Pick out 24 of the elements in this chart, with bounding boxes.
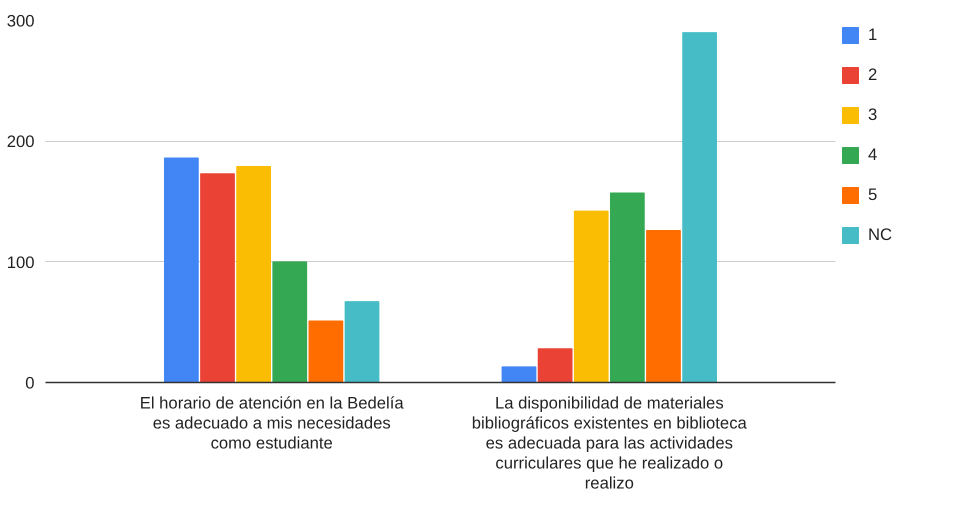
bar: [682, 32, 717, 382]
bar: [344, 301, 380, 382]
legend-label: 3: [868, 105, 878, 125]
y-tick-label: 200: [6, 132, 35, 152]
bar: [610, 192, 645, 382]
x-tick-label: El horario de atención en la Bedelía es adecuado a mis necesidades como estudiante: [140, 394, 404, 452]
legend-label: 1: [868, 25, 878, 45]
y-tick-label: 0: [25, 374, 34, 392]
legend-label: 2: [868, 65, 878, 85]
bar: [574, 210, 609, 382]
x-tick-label: La disponibilidad de materiales bibliográficos existentes en biblioteca es adecuada para las actividades curriculares que he realizado o realizo: [472, 394, 748, 492]
bar: [164, 158, 199, 382]
bar: [308, 320, 344, 382]
bar: [646, 230, 681, 382]
bar: [236, 166, 272, 382]
bar: [200, 173, 235, 382]
legend-label: 5: [868, 185, 878, 205]
bar: [538, 348, 572, 382]
legend-label: 4: [868, 145, 878, 165]
bar: [502, 366, 536, 382]
bar: [272, 261, 308, 382]
y-tick-label: 300: [6, 12, 35, 30]
legend-label: NC: [868, 225, 894, 245]
y-tick-label: 100: [6, 252, 35, 272]
